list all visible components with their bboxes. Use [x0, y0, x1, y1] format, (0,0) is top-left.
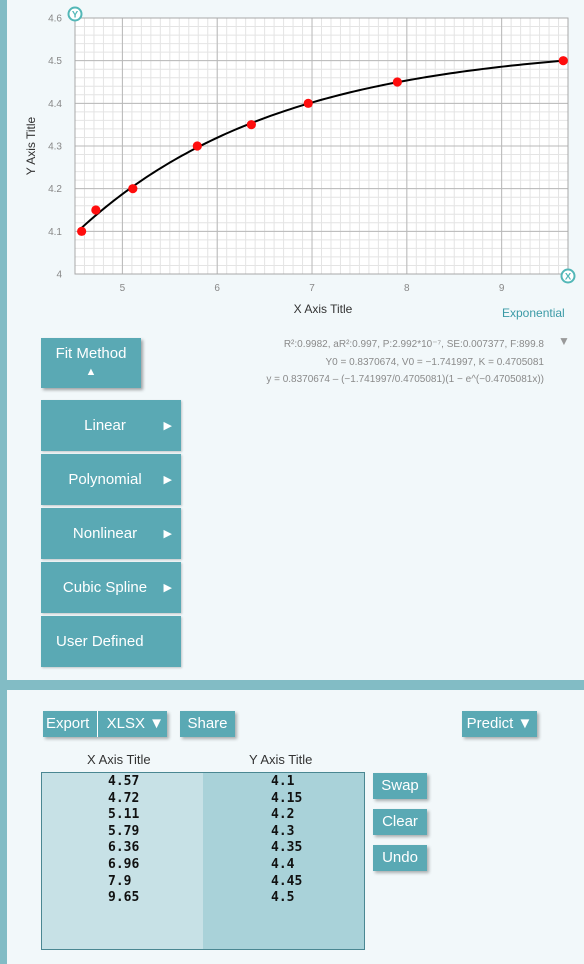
chart-panel: 5 6 7 8 9 4 4.1 4.2 4.3 4.4 4.5 4.6 X Axis Title Y Ax…: [7, 0, 584, 680]
y-tick-label: 4.2: [48, 184, 62, 195]
menu-item-label: User Defined: [56, 633, 144, 650]
x-cell[interactable]: 5.11: [108, 807, 140, 823]
data-point[interactable]: [392, 77, 402, 87]
x-tick-label: 9: [499, 283, 505, 294]
y-tick-label: 4.3: [48, 142, 62, 153]
y-column-header: Y Axis Title: [249, 752, 313, 767]
y-cell[interactable]: 4.4: [271, 856, 295, 872]
menu-item-nonlinear[interactable]: Nonlinear ▶: [41, 508, 181, 559]
swap-button[interactable]: Swap: [373, 773, 427, 799]
x-cell[interactable]: 6.36: [108, 840, 140, 856]
y-tick-label: 4: [56, 270, 62, 281]
triangle-up-icon: ▲: [85, 366, 97, 378]
x-axis-handle-icon-ring[interactable]: [560, 268, 576, 284]
menu-item-label: Polynomial: [68, 471, 142, 488]
clear-button[interactable]: Clear: [373, 809, 427, 835]
y-cell[interactable]: 4.5: [271, 890, 295, 906]
y-axis-handle-icon[interactable]: Y: [72, 10, 79, 21]
stats-line-1: R²:0.9982, aR²:0.997, P:2.992*10⁻⁷, SE:0…: [283, 339, 544, 350]
stats-line-2: Y0 = 0.8370674, V0 = −1.741997, K = 0.47…: [325, 356, 544, 368]
data-point[interactable]: [246, 120, 256, 130]
triangle-right-icon: ▶: [163, 582, 172, 594]
stats-toggle-icon[interactable]: ▼: [558, 334, 570, 348]
x-cell[interactable]: 6.96: [108, 856, 140, 872]
undo-button[interactable]: Undo: [373, 845, 427, 871]
x-cell[interactable]: 4.57: [108, 774, 140, 789]
y-tick-label: 4.4: [48, 99, 62, 110]
x-tick-label: 7: [309, 283, 315, 294]
x-tick-label: 6: [214, 283, 220, 294]
divider: [97, 711, 99, 737]
fit-curve: [80, 59, 564, 229]
predict-button[interactable]: Predict ▼: [462, 711, 537, 737]
data-panel: Export XLSX ▼ Share Predict ▼ X Axis Tit…: [7, 690, 584, 964]
x-axis-handle-icon[interactable]: X: [565, 272, 572, 283]
y-axis-handle-icon-ring[interactable]: [67, 6, 83, 22]
data-point[interactable]: [91, 205, 101, 215]
data-point[interactable]: [303, 98, 313, 108]
chart-plot: 5 6 7 8 9 4 4.1 4.2 4.3 4.4 4.5 4.6 X Axis Title Y Ax…: [24, 6, 576, 316]
data-point[interactable]: [192, 141, 202, 151]
y-cell[interactable]: 4.1: [271, 774, 295, 789]
fit-method-button[interactable]: Fit Method ▲: [41, 338, 141, 388]
y-tick-label: 4.6: [48, 14, 62, 25]
y-cell[interactable]: 4.2: [271, 807, 295, 823]
triangle-right-icon: ▶: [163, 474, 172, 486]
data-point[interactable]: [77, 226, 87, 236]
export-button[interactable]: Export XLSX ▼: [43, 711, 167, 737]
x-tick-label: 8: [404, 283, 410, 294]
data-table[interactable]: 4.57 4.72 5.11 5.79 6.36 6.96 7.9 9.65 4…: [41, 772, 365, 950]
menu-item-label: Nonlinear: [72, 525, 138, 542]
data-point[interactable]: [128, 184, 138, 194]
y-cell[interactable]: 4.15: [271, 790, 303, 806]
menu-item-user-defined[interactable]: User Defined: [41, 616, 181, 667]
menu-item-linear[interactable]: Linear ▶: [41, 400, 181, 451]
triangle-right-icon: ▶: [163, 420, 172, 432]
y-axis-title: Y Axis Title: [24, 116, 38, 175]
plot-border: [74, 17, 569, 275]
x-cell[interactable]: 4.72: [108, 790, 140, 806]
share-button[interactable]: Share: [180, 711, 235, 737]
menu-item-label: Cubic Spline: [62, 579, 148, 596]
y-cell[interactable]: 4.45: [271, 873, 303, 889]
x-cell[interactable]: 5.79: [108, 823, 140, 839]
triangle-right-icon: ▶: [163, 528, 172, 540]
x-axis-title: X Axis Title: [294, 302, 353, 316]
y-tick-label: 4.5: [48, 56, 62, 67]
y-column[interactable]: 4.1 4.15 4.2 4.3 4.35 4.4 4.45 4.5: [203, 773, 364, 949]
fit-method-label: Fit Method: [55, 345, 127, 362]
x-column-header: X Axis Title: [87, 752, 151, 767]
stats-line-3: y = 0.8370674 – (−1.741997/0.4705081)(1 …: [266, 374, 544, 385]
y-cell[interactable]: 4.3: [271, 823, 295, 839]
x-tick-label: 5: [120, 283, 126, 294]
y-cell[interactable]: 4.35: [271, 840, 303, 856]
format-dropdown[interactable]: XLSX ▼: [106, 715, 165, 732]
fit-type-label: Exponential: [502, 306, 565, 320]
menu-item-cubic-spline[interactable]: Cubic Spline ▶: [41, 562, 181, 613]
fit-method-menu: Linear ▶ Polynomial ▶ Nonlinear ▶ Cubic …: [41, 400, 181, 670]
menu-item-label: Linear: [84, 417, 126, 434]
x-cell[interactable]: 9.65: [108, 890, 140, 906]
x-cell[interactable]: 7.9: [108, 873, 132, 889]
export-label: Export: [45, 715, 90, 732]
fit-statistics: R²:0.9982, aR²:0.997, P:2.992*10⁻⁷, SE:0…: [266, 336, 544, 389]
y-tick-label: 4.1: [48, 227, 62, 238]
menu-item-polynomial[interactable]: Polynomial ▶: [41, 454, 181, 505]
data-point[interactable]: [558, 56, 568, 66]
x-column[interactable]: 4.57 4.72 5.11 5.79 6.36 6.96 7.9 9.65: [42, 773, 203, 949]
